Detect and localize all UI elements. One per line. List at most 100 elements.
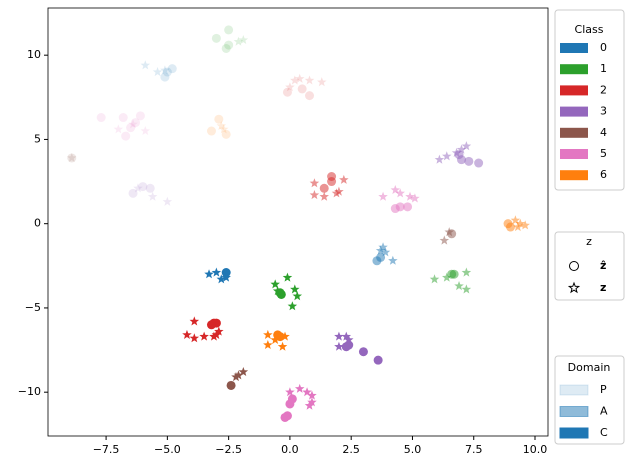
- point: [461, 141, 472, 151]
- point: [376, 252, 386, 262]
- point: [309, 178, 320, 188]
- point: [515, 218, 526, 228]
- point: [140, 60, 151, 70]
- point: [429, 274, 440, 284]
- point: [442, 272, 452, 282]
- point: [221, 129, 231, 139]
- point: [456, 144, 467, 154]
- point: [294, 383, 305, 393]
- point: [209, 331, 219, 341]
- point: [378, 191, 388, 201]
- y-tick-label: −5: [25, 301, 41, 314]
- plot-frame: [47, 7, 549, 437]
- point: [206, 320, 216, 330]
- legend-label: C: [600, 426, 608, 439]
- point: [520, 220, 530, 230]
- legend-label: 5: [600, 147, 607, 160]
- point: [388, 255, 398, 265]
- point: [285, 387, 295, 397]
- point: [221, 272, 231, 282]
- point: [331, 188, 342, 198]
- point: [182, 329, 192, 339]
- point: [96, 113, 106, 123]
- legend-title: z: [586, 235, 592, 248]
- point: [282, 87, 292, 97]
- point: [287, 394, 297, 404]
- legend-swatch: [560, 64, 588, 75]
- point: [263, 340, 273, 350]
- point: [410, 193, 420, 203]
- legend-swatch: [560, 127, 588, 138]
- point: [140, 126, 151, 136]
- point: [67, 153, 77, 163]
- point: [395, 188, 405, 198]
- point: [145, 183, 155, 193]
- legend-label: 3: [600, 105, 607, 118]
- point: [128, 119, 138, 129]
- point: [280, 412, 290, 422]
- point: [304, 75, 315, 85]
- point: [302, 387, 312, 397]
- y-tick-label: −10: [18, 385, 41, 398]
- point: [131, 118, 140, 128]
- point: [305, 91, 315, 101]
- point: [270, 334, 280, 344]
- point: [380, 247, 391, 257]
- point: [395, 202, 405, 212]
- point: [204, 269, 214, 279]
- point: [290, 284, 300, 294]
- legend-label: 6: [600, 168, 607, 181]
- point: [231, 372, 241, 382]
- point: [224, 25, 234, 35]
- point: [375, 245, 386, 255]
- legend-title: Domain: [568, 361, 611, 374]
- point: [238, 35, 249, 45]
- legend-box: [554, 231, 625, 301]
- point: [126, 123, 136, 133]
- point: [277, 341, 288, 351]
- legend-swatch: [560, 85, 588, 96]
- legend-swatch: [560, 106, 588, 117]
- legend-box: [554, 9, 625, 191]
- point: [307, 397, 317, 407]
- point: [317, 77, 327, 87]
- point: [319, 183, 329, 193]
- point: [358, 347, 368, 357]
- x-tick-label: 10.0: [523, 443, 548, 456]
- legend-swatch: [559, 384, 589, 396]
- legend-label: z: [600, 281, 606, 294]
- point: [327, 177, 337, 187]
- point: [160, 65, 170, 75]
- point: [294, 73, 305, 83]
- point: [233, 370, 244, 380]
- point: [147, 191, 158, 201]
- point: [216, 120, 227, 130]
- point: [451, 147, 462, 157]
- point: [290, 75, 300, 85]
- point: [214, 114, 224, 124]
- point: [160, 72, 170, 82]
- point: [263, 329, 273, 339]
- point: [189, 333, 200, 343]
- legend-label: 4: [600, 126, 607, 139]
- point: [224, 40, 234, 50]
- point: [341, 331, 352, 341]
- point: [334, 331, 344, 341]
- point: [309, 190, 320, 200]
- point: [270, 279, 280, 289]
- legend-marker: [567, 281, 581, 294]
- point: [133, 183, 143, 193]
- point: [238, 366, 249, 377]
- x-tick-label: 7.5: [465, 443, 483, 456]
- legend-label: P: [600, 383, 607, 396]
- legend-swatch: [559, 427, 589, 439]
- point: [138, 182, 148, 192]
- point: [221, 268, 231, 278]
- point: [218, 124, 229, 134]
- point: [118, 113, 128, 123]
- x-tick-label: 5.0: [404, 443, 422, 456]
- point: [121, 131, 131, 141]
- x-tick-label: 0.0: [281, 443, 299, 456]
- point: [464, 156, 474, 166]
